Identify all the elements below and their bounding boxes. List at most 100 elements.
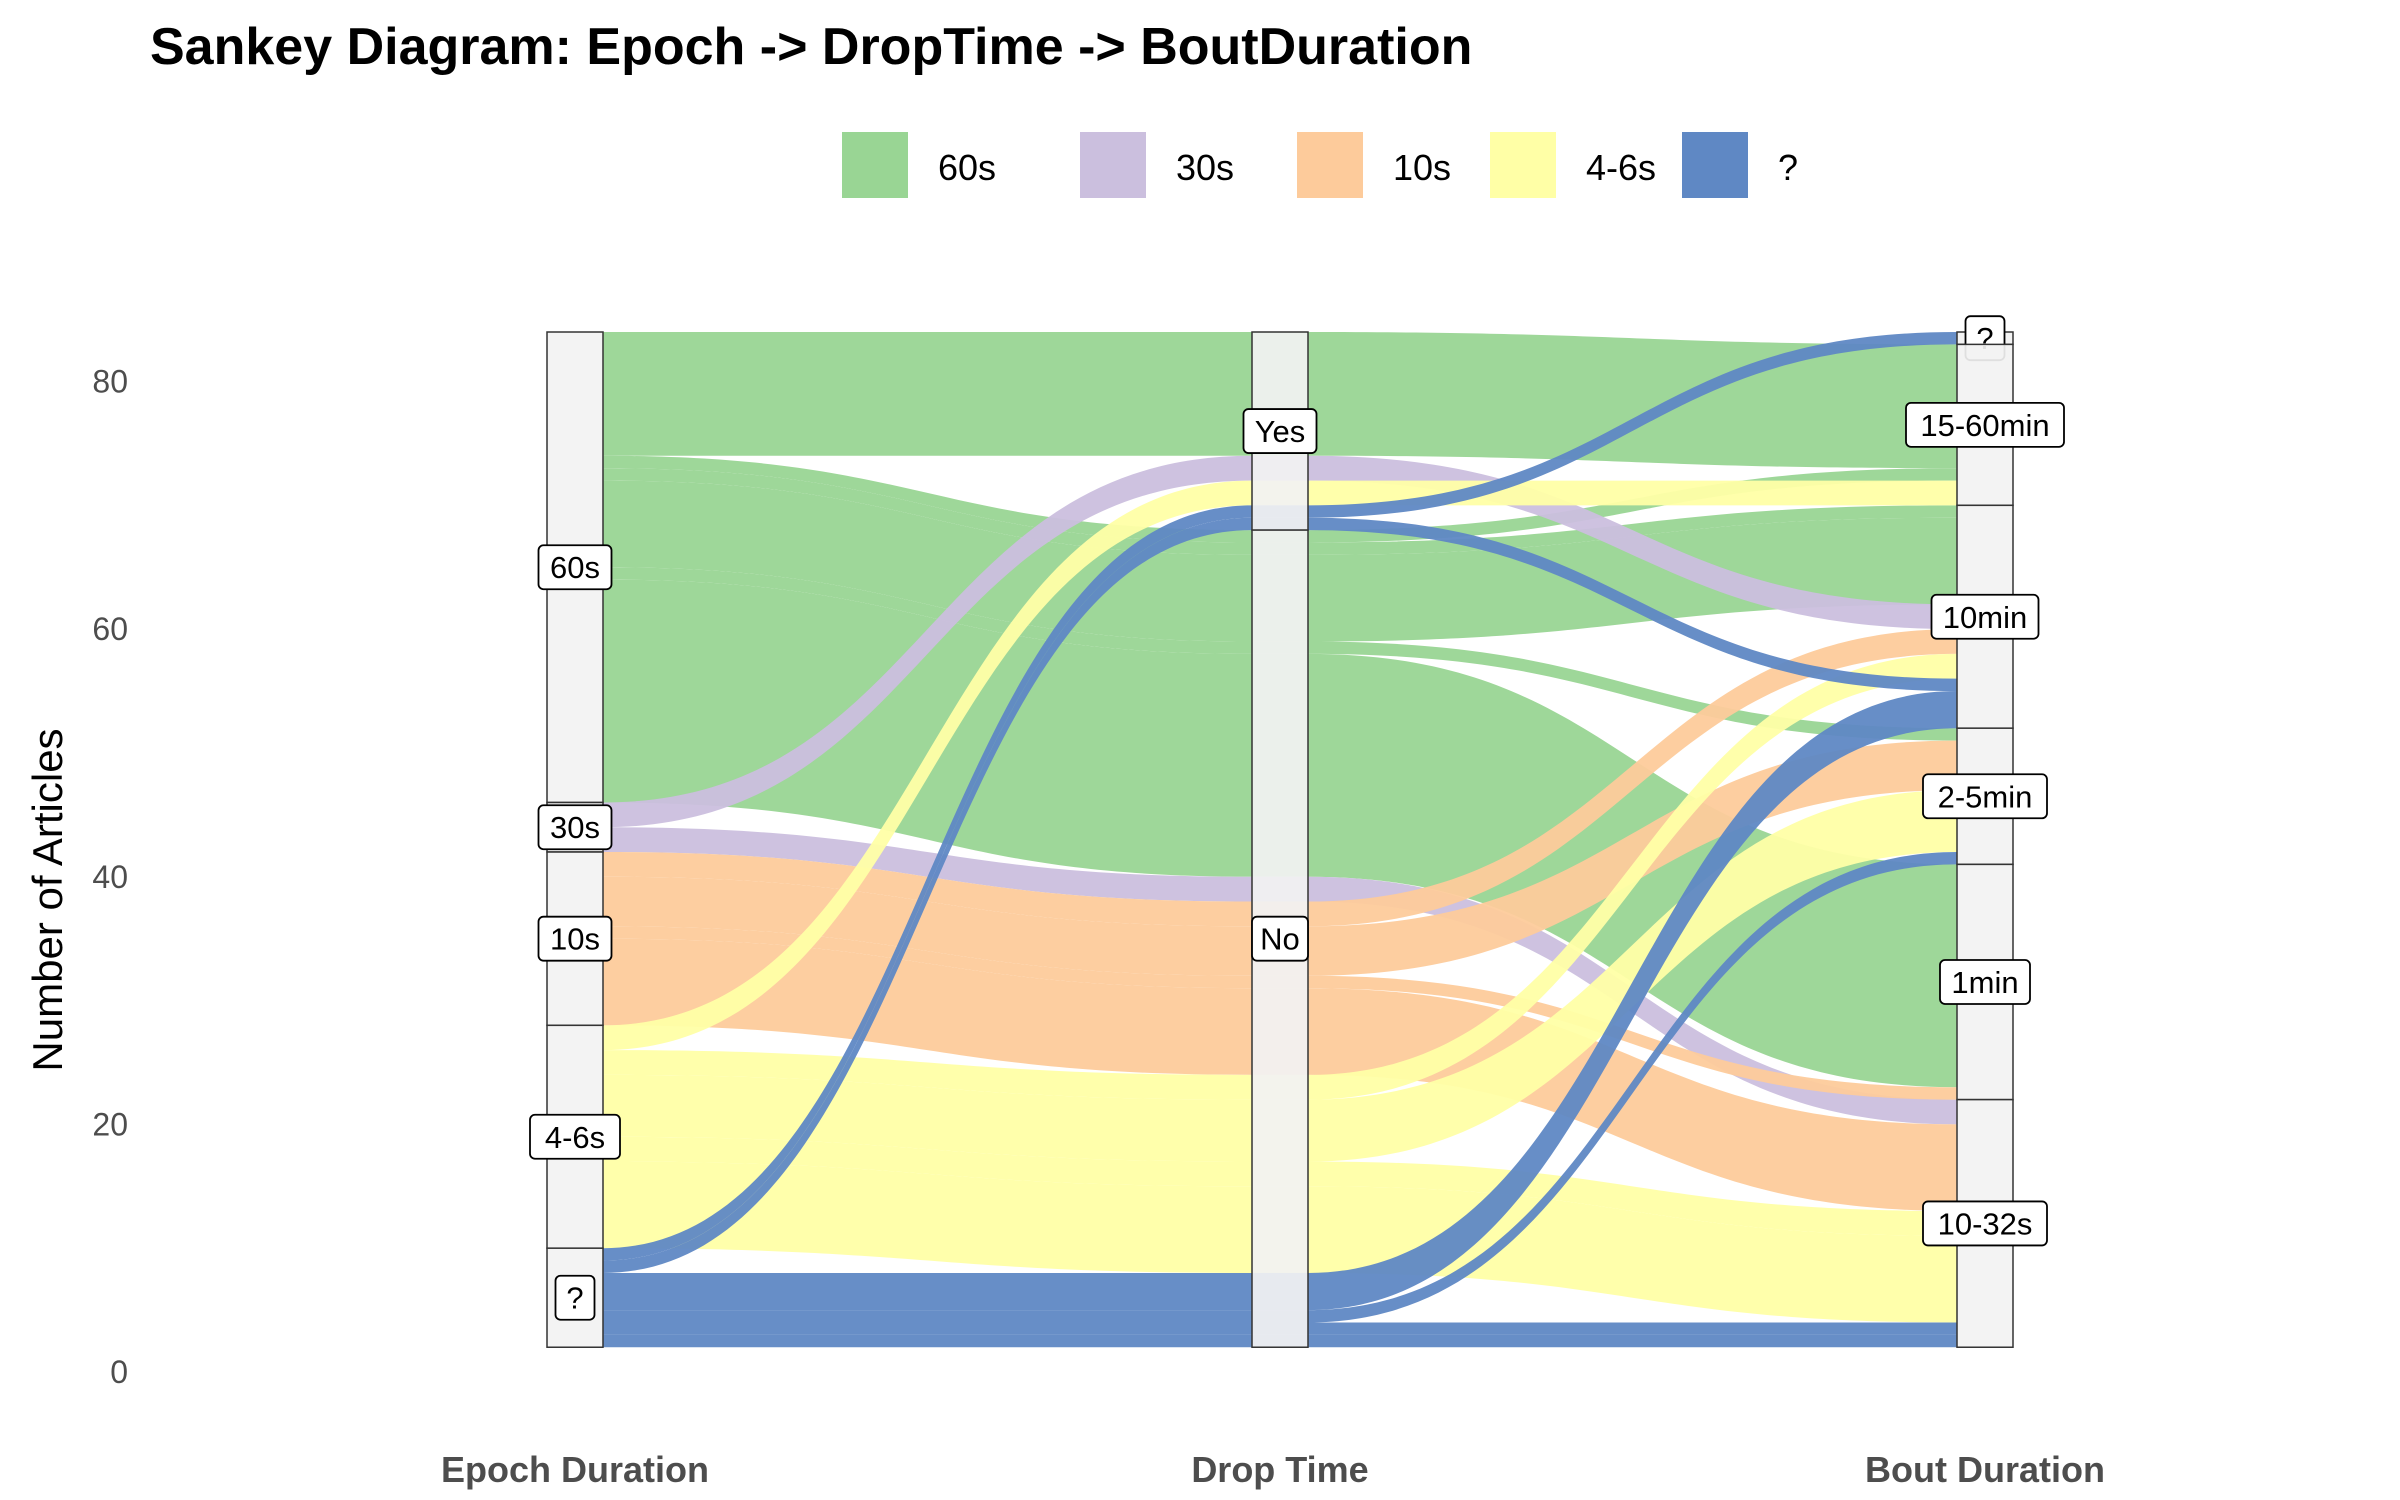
flow-band xyxy=(603,1074,1252,1162)
stratum-bout-duration-2-5min: 2-5min xyxy=(1922,727,2048,866)
flow-band xyxy=(603,926,1252,989)
legend-label: 30s xyxy=(1176,147,1234,188)
stratum-label-box xyxy=(1251,915,1309,962)
stratum-label: 10-32s xyxy=(1938,1206,2033,1241)
flow-band xyxy=(603,468,1252,555)
flow-band xyxy=(603,1136,1252,1187)
legend: 60s 30s 10s 4-6s? xyxy=(842,132,1798,198)
flow-band xyxy=(1308,629,1957,927)
flow-band xyxy=(1308,653,1957,1100)
legend-swatch xyxy=(1682,132,1748,198)
stratum-label-box xyxy=(1922,773,2048,820)
flow-band xyxy=(603,480,1252,1051)
x-axis-label-drop-time: Drop Time xyxy=(1191,1449,1368,1490)
flow-band xyxy=(1308,852,1957,1323)
legend-label: 4-6s xyxy=(1586,147,1656,188)
flow-band xyxy=(1308,975,1957,1100)
legend-swatch xyxy=(842,132,908,198)
flow-band xyxy=(603,876,1252,976)
stratum-label: 15-60min xyxy=(1920,408,2049,443)
legend-item-60s: 60s xyxy=(842,132,996,198)
stratum-epoch-duration-60s: 60s xyxy=(537,331,613,804)
flow-band xyxy=(1308,740,1957,976)
flow-band xyxy=(1308,332,1957,518)
legend-label: 60s xyxy=(938,147,996,188)
y-axis-label: Number of Articles xyxy=(24,728,71,1071)
stratum-bout-duration-10min: 10min xyxy=(1930,504,2040,729)
stratum-label: 10s xyxy=(550,922,600,957)
stratum-epoch-duration-10s: 10s xyxy=(537,851,613,1027)
stratum-label-box xyxy=(537,915,613,962)
x-axis-label-epoch-duration: Epoch Duration xyxy=(441,1449,709,1490)
stratum-label-box xyxy=(537,544,613,591)
stratum-label: No xyxy=(1260,922,1300,957)
legend-item-4-6s: 4-6s xyxy=(1490,132,1656,198)
flow-band xyxy=(1308,641,1957,741)
flow-band xyxy=(603,505,1252,1261)
stratum-label: 10min xyxy=(1943,600,2027,635)
stratum-bout-duration-10-32s: 10-32s xyxy=(1922,1098,2048,1348)
flow-band xyxy=(1308,1322,1957,1335)
legend-swatch xyxy=(1490,132,1556,198)
stratum-epoch-duration-30s: 30s xyxy=(537,801,613,853)
stratum-bout-duration-1min: 1min xyxy=(1939,863,2031,1101)
flow-band xyxy=(1308,1334,1957,1348)
y-tick-label: 80 xyxy=(92,364,128,400)
flow-band xyxy=(603,455,1252,543)
stratum-drop-time-yes: Yes xyxy=(1242,331,1318,531)
stratum-label: 1min xyxy=(1951,965,2018,1000)
stratum-label-box xyxy=(537,804,613,851)
flow-band xyxy=(1308,1161,1957,1236)
y-tick-label: 40 xyxy=(92,859,128,895)
stratum-epoch-duration-unknown: ? xyxy=(546,1247,604,1348)
flow-band xyxy=(603,567,1252,654)
flow-band xyxy=(603,579,1252,877)
flow-band xyxy=(603,1050,1252,1100)
stratum-drop-time-no: No xyxy=(1251,529,1309,1348)
flow-band xyxy=(603,827,1252,902)
legend-item-30s: 30s xyxy=(1080,132,1234,198)
legend-item-10s: 10s xyxy=(1297,132,1451,198)
flow-band xyxy=(1308,517,1957,692)
legend-swatch xyxy=(1080,132,1146,198)
stratum-label: 30s xyxy=(550,810,600,845)
y-tick-label: 20 xyxy=(92,1106,128,1142)
stratum-label: ? xyxy=(566,1281,583,1316)
chart-title: Sankey Diagram: Epoch -> DropTime -> Bou… xyxy=(150,18,1472,76)
y-axis: 0 20 40 60 80 xyxy=(92,364,128,1390)
flow-band xyxy=(1308,455,1957,630)
flow-band xyxy=(1308,517,1957,642)
legend-label: ? xyxy=(1778,147,1798,188)
flow-band xyxy=(603,517,1252,1273)
stratum-label: 4-6s xyxy=(545,1120,605,1155)
stratum-bout-duration-15-60min: 15-60min xyxy=(1905,343,2065,507)
stratum-label-box xyxy=(554,1274,596,1321)
legend-swatch xyxy=(1297,132,1363,198)
flow-band xyxy=(1308,790,1957,1162)
stratum-label: Yes xyxy=(1255,414,1306,449)
flow-band xyxy=(1308,691,1957,1311)
flow-band xyxy=(603,455,1252,828)
flow-band xyxy=(603,1272,1252,1311)
legend-item-unknown: ? xyxy=(1682,132,1798,198)
stratum-label: 2-5min xyxy=(1938,779,2033,814)
y-tick-label: 0 xyxy=(110,1354,128,1390)
flow-unknown-no-10-32s xyxy=(603,1334,1957,1348)
stratum-label-box xyxy=(1939,959,2031,1005)
flow-band xyxy=(603,1334,1252,1348)
y-tick-label: 60 xyxy=(92,611,128,647)
x-axis-label-bout-duration: Bout Duration xyxy=(1865,1449,2105,1490)
legend-label: 10s xyxy=(1393,147,1451,188)
flow-60s-yes-15-60min xyxy=(603,332,1957,469)
stratum-label-box xyxy=(1930,593,2040,640)
flow-band xyxy=(603,332,1252,456)
stratum-label-box xyxy=(1922,1200,2048,1247)
flow-band xyxy=(603,1310,1252,1323)
flow-band xyxy=(1308,332,1957,469)
stratum-label-box xyxy=(1242,408,1318,454)
stratum-label-box xyxy=(529,1113,621,1160)
flow-band xyxy=(603,1322,1252,1335)
x-axis: Epoch Duration Drop Time Bout Duration xyxy=(441,1449,2105,1490)
stratum-label: 60s xyxy=(550,550,600,585)
strata: 60s30s10s4-6s?YesNo?15-60min10min2-5min1… xyxy=(529,315,2065,1348)
